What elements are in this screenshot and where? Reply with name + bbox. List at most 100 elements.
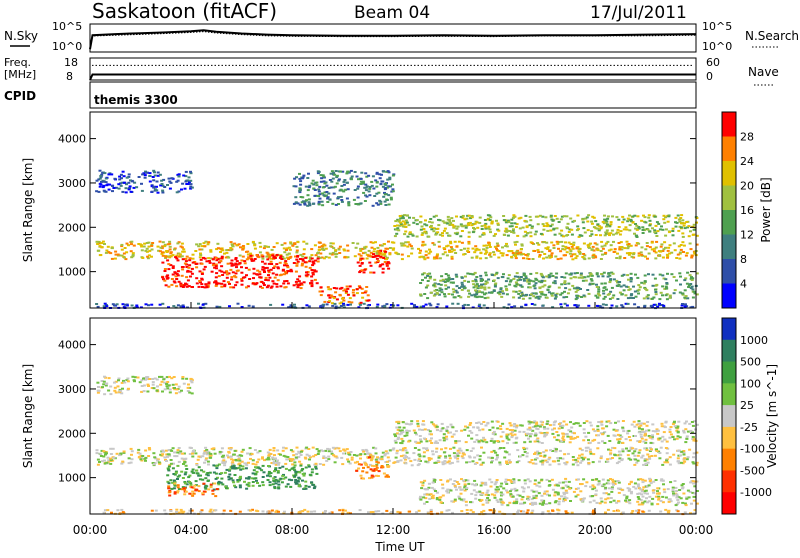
heatmap-cell	[609, 452, 612, 454]
heatmap-cell	[191, 268, 194, 270]
heatmap-cell	[693, 291, 696, 293]
heatmap-cell	[513, 216, 516, 218]
heatmap-cell	[308, 260, 311, 262]
heatmap-cell	[480, 280, 483, 282]
heatmap-cell	[287, 483, 290, 485]
heatmap-cell	[621, 442, 624, 444]
heatmap-cell	[207, 464, 210, 466]
heatmap-cell	[408, 217, 411, 219]
heatmap-cell	[464, 483, 467, 485]
heatmap-cell	[683, 225, 686, 227]
heatmap-cell	[648, 214, 651, 216]
heatmap-cell	[327, 286, 330, 288]
heatmap-cell	[209, 262, 212, 264]
heatmap-cell	[424, 277, 427, 279]
heatmap-cell	[255, 273, 258, 275]
heatmap-cell	[103, 393, 106, 395]
heatmap-cell	[356, 461, 359, 463]
heatmap-cell	[474, 223, 477, 225]
heatmap-cell	[638, 452, 641, 454]
heatmap-cell	[455, 276, 458, 278]
heatmap-cell	[235, 459, 238, 461]
heatmap-cell	[666, 452, 669, 454]
heatmap-cell	[185, 276, 188, 278]
heatmap-cell	[135, 305, 138, 307]
heatmap-cell	[500, 492, 503, 494]
heatmap-cell	[484, 224, 487, 226]
heatmap-cell	[637, 284, 640, 286]
heatmap-cell	[287, 282, 290, 284]
heatmap-cell	[105, 191, 108, 193]
heatmap-cell	[485, 274, 488, 276]
colorbar-segment	[722, 284, 736, 309]
heatmap-cell	[252, 241, 255, 243]
heatmap-cell	[607, 435, 610, 437]
heatmap-cell	[586, 289, 589, 291]
heatmap-cell	[221, 249, 224, 251]
heatmap-cell	[363, 187, 366, 189]
heatmap-cell	[205, 286, 208, 288]
heatmap-cell	[465, 441, 468, 443]
heatmap-cell	[605, 425, 608, 427]
heatmap-cell	[575, 247, 578, 249]
heatmap-cell	[461, 277, 464, 279]
heatmap-cell	[489, 231, 492, 233]
heatmap-cell	[562, 487, 565, 489]
power-colorbar-label: Power [dB]	[759, 177, 773, 242]
heatmap-cell	[474, 296, 477, 298]
heatmap-cell	[576, 436, 579, 438]
heatmap-cell	[414, 441, 417, 443]
heatmap-cell	[215, 276, 218, 278]
cpid-label: CPID	[4, 89, 36, 103]
heatmap-cell	[596, 305, 599, 307]
heatmap-cell	[123, 382, 126, 384]
heatmap-cell	[310, 481, 313, 483]
heatmap-cell	[175, 278, 178, 280]
heatmap-cell	[298, 280, 301, 282]
heatmap-cell	[565, 485, 568, 487]
heatmap-cell	[447, 219, 450, 221]
heatmap-cell	[308, 459, 311, 461]
heatmap-cell	[403, 427, 406, 429]
heatmap-cell	[207, 243, 210, 245]
heatmap-cell	[156, 460, 159, 462]
heatmap-cell	[443, 222, 446, 224]
heatmap-cell	[245, 286, 248, 288]
heatmap-cell	[163, 280, 166, 282]
heatmap-cell	[347, 204, 350, 206]
heatmap-cell	[392, 190, 395, 192]
heatmap-cell	[490, 461, 493, 463]
heatmap-cell	[568, 231, 571, 233]
heatmap-cell	[422, 244, 425, 246]
heatmap-cell	[484, 226, 487, 228]
heatmap-cell	[505, 462, 508, 464]
heatmap-cell	[693, 500, 696, 502]
heatmap-cell	[643, 283, 646, 285]
heatmap-cell	[628, 502, 631, 504]
heatmap-cell	[401, 431, 404, 433]
heatmap-cell	[457, 455, 460, 457]
heatmap-cell	[647, 462, 650, 464]
heatmap-cell	[534, 479, 537, 481]
heatmap-cell	[298, 187, 301, 189]
heatmap-cell	[505, 289, 508, 291]
heatmap-cell	[364, 172, 367, 174]
heatmap-cell	[242, 245, 245, 247]
heatmap-cell	[447, 275, 450, 277]
heatmap-cell	[238, 479, 241, 481]
heatmap-cell	[95, 303, 98, 305]
heatmap-cell	[216, 488, 219, 490]
heatmap-cell	[232, 264, 235, 266]
heatmap-cell	[128, 173, 131, 175]
heatmap-cell	[361, 470, 364, 472]
heatmap-cell	[96, 382, 99, 384]
heatmap-cell	[582, 227, 585, 229]
heatmap-cell	[607, 420, 610, 422]
heatmap-cell	[297, 477, 300, 479]
heatmap-cell	[322, 174, 325, 176]
heatmap-cell	[399, 215, 402, 217]
heatmap-cell	[541, 442, 544, 444]
frequency-panel: Freq. [MHz] 18 8 60 0 Nave	[4, 56, 779, 85]
heatmap-cell	[223, 285, 226, 287]
heatmap-cell	[427, 236, 430, 238]
